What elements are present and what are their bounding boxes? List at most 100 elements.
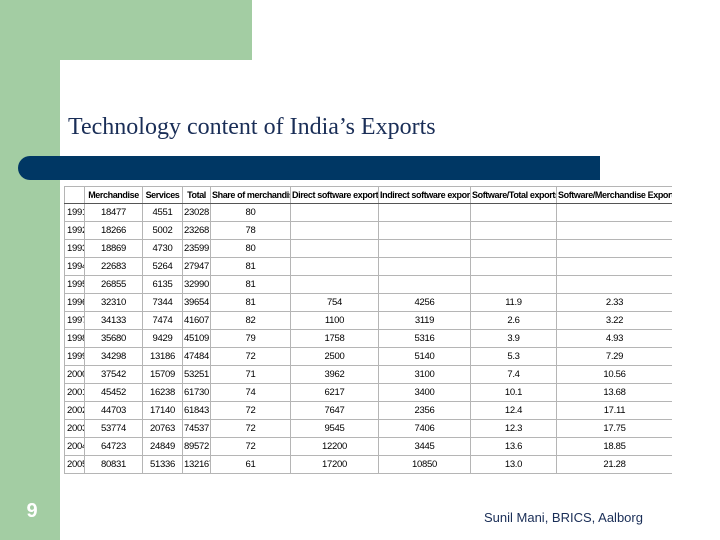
table-cell: 132167 xyxy=(182,455,211,474)
table-row: 19952685561353299081 xyxy=(64,275,672,294)
table-cell: 18266 xyxy=(84,221,143,240)
table-cell: 72 xyxy=(210,401,291,420)
table-row: 19942268352642794781 xyxy=(64,257,672,276)
table-cell xyxy=(290,239,379,258)
table-cell xyxy=(470,275,557,294)
slide-number: 9 xyxy=(26,500,38,522)
table-row: 19963231073443965481754425611.92.33 xyxy=(64,293,672,312)
table-cell: 26855 xyxy=(84,275,143,294)
table-row: 19973413374744160782110031192.63.22 xyxy=(64,311,672,330)
table-cell: 17.11 xyxy=(556,401,672,420)
column-header: Software/Total exports xyxy=(470,186,557,204)
table-cell: 81 xyxy=(210,257,291,276)
table-cell: 7.4 xyxy=(470,365,557,384)
table-cell: 10.56 xyxy=(556,365,672,384)
table-cell xyxy=(378,275,471,294)
table-cell xyxy=(378,221,471,240)
table-cell: 4256 xyxy=(378,293,471,312)
table-cell: 7647 xyxy=(290,401,379,420)
table-cell: 7344 xyxy=(142,293,183,312)
table-cell: 7406 xyxy=(378,419,471,438)
table-cell: 11.9 xyxy=(470,293,557,312)
table-cell xyxy=(470,221,557,240)
year-cell: 1999 xyxy=(64,347,85,366)
table-cell xyxy=(378,257,471,276)
green-left-band xyxy=(0,0,60,540)
table-cell: 5002 xyxy=(142,221,183,240)
table-cell: 5264 xyxy=(142,257,183,276)
table-cell xyxy=(290,275,379,294)
column-header: Indirect software exports xyxy=(378,186,471,204)
title-underline-bar xyxy=(18,156,600,180)
exports-table-container: Merchandise Services Total Share of merchan… xyxy=(64,186,672,478)
year-cell: 1997 xyxy=(64,311,85,330)
table-cell: 72 xyxy=(210,437,291,456)
table-cell: 6217 xyxy=(290,383,379,402)
table-cell xyxy=(470,257,557,276)
table-cell: 23268 xyxy=(182,221,211,240)
table-cell: 10.1 xyxy=(470,383,557,402)
table-cell: 51336 xyxy=(142,455,183,474)
column-header: Total xyxy=(182,186,211,204)
year-cell: 1996 xyxy=(64,293,85,312)
table-row: 2003537742076374537729545740612.317.75 xyxy=(64,419,672,438)
year-cell: 1998 xyxy=(64,329,85,348)
table-cell: 18.85 xyxy=(556,437,672,456)
table-cell: 44703 xyxy=(84,401,143,420)
table-cell xyxy=(470,239,557,258)
table-cell xyxy=(556,221,672,240)
table-cell xyxy=(556,239,672,258)
table-cell: 5316 xyxy=(378,329,471,348)
table-cell: 80831 xyxy=(84,455,143,474)
table-cell: 81 xyxy=(210,293,291,312)
table-cell: 61843 xyxy=(182,401,211,420)
table-cell: 1758 xyxy=(290,329,379,348)
table-row: 199934298131864748472250051405.37.29 xyxy=(64,347,672,366)
table-cell: 61730 xyxy=(182,383,211,402)
table-cell: 3.22 xyxy=(556,311,672,330)
table-row: 19931886947302359980 xyxy=(64,239,672,258)
table-cell: 3100 xyxy=(378,365,471,384)
table-cell: 74 xyxy=(210,383,291,402)
table-cell: 64723 xyxy=(84,437,143,456)
table-cell: 89572 xyxy=(182,437,211,456)
table-cell: 32990 xyxy=(182,275,211,294)
table-cell: 20763 xyxy=(142,419,183,438)
table-row: 200037542157095325171396231007.410.56 xyxy=(64,365,672,384)
year-cell: 1995 xyxy=(64,275,85,294)
table-cell xyxy=(378,203,471,222)
table-cell: 12200 xyxy=(290,437,379,456)
corner-curve xyxy=(60,60,120,120)
table-cell: 74537 xyxy=(182,419,211,438)
table-cell xyxy=(378,239,471,258)
table-cell: 2356 xyxy=(378,401,471,420)
table-cell xyxy=(290,257,379,276)
table-cell: 32310 xyxy=(84,293,143,312)
table-cell: 13.0 xyxy=(470,455,557,474)
table-cell: 18869 xyxy=(84,239,143,258)
table-cell: 12.3 xyxy=(470,419,557,438)
table-cell: 3.9 xyxy=(470,329,557,348)
column-header: Share of merchandise xyxy=(210,186,291,204)
table-cell: 6135 xyxy=(142,275,183,294)
table-cell: 24849 xyxy=(142,437,183,456)
table-cell: 61 xyxy=(210,455,291,474)
table-cell: 39654 xyxy=(182,293,211,312)
table-cell: 15709 xyxy=(142,365,183,384)
table-cell xyxy=(290,221,379,240)
table-cell: 3400 xyxy=(378,383,471,402)
table-cell: 2.6 xyxy=(470,311,557,330)
table-cell: 78 xyxy=(210,221,291,240)
table-cell: 16238 xyxy=(142,383,183,402)
table-row: 19983568094294510979175853163.94.93 xyxy=(64,329,672,348)
table-row: 19911847745512302880 xyxy=(64,203,672,222)
table-cell: 754 xyxy=(290,293,379,312)
table-cell: 72 xyxy=(210,347,291,366)
column-header: Direct software exports xyxy=(290,186,379,204)
year-cell: 2000 xyxy=(64,365,85,384)
table-cell: 23599 xyxy=(182,239,211,258)
table-cell: 72 xyxy=(210,419,291,438)
